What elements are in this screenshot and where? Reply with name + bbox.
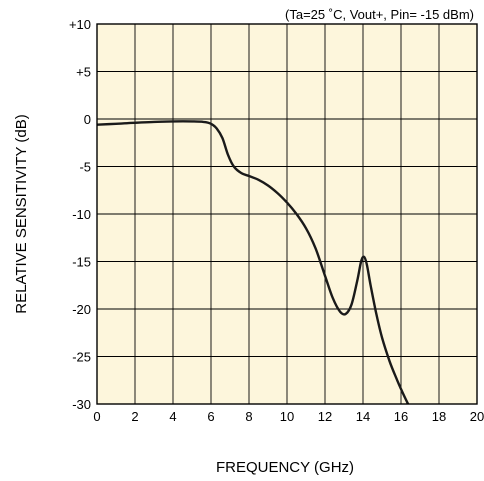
x-tick-label: 12: [318, 409, 332, 424]
x-tick-label: 6: [207, 409, 214, 424]
x-tick-label: 4: [169, 409, 176, 424]
x-tick-label: 10: [280, 409, 294, 424]
y-tick-label: 0: [84, 112, 91, 127]
conditions-annotation: (Ta=25 ˚C, Vout+, Pin= -15 dBm): [285, 7, 474, 22]
x-tick-label: 8: [245, 409, 252, 424]
y-tick-label: -20: [72, 302, 91, 317]
x-axis-title: FREQUENCY (GHz): [216, 459, 354, 476]
y-tick-label: -5: [79, 160, 91, 175]
y-tick-label: -15: [72, 255, 91, 270]
x-tick-label: 20: [470, 409, 484, 424]
y-tick-label: -30: [72, 397, 91, 412]
x-tick-labels: 0 2 4 6 8 10 12 14 16 18 20: [93, 409, 484, 424]
y-tick-label: +10: [69, 17, 91, 32]
plot-frame: [96, 23, 478, 405]
x-tick-label: 2: [131, 409, 138, 424]
x-tick-label: 18: [432, 409, 446, 424]
y-tick-label: -25: [72, 350, 91, 365]
y-tick-label: -10: [72, 207, 91, 222]
y-tick-label: +5: [76, 65, 91, 80]
x-tick-label: 0: [93, 409, 100, 424]
x-tick-label: 14: [356, 409, 370, 424]
y-tick-labels: +10 +5 0 -5 -10 -15 -20 -25 -30: [69, 17, 91, 412]
y-axis-title: RELATIVE SENSITIVITY (dB): [13, 114, 30, 314]
series-line: [97, 120, 410, 404]
x-tick-label: 16: [394, 409, 408, 424]
